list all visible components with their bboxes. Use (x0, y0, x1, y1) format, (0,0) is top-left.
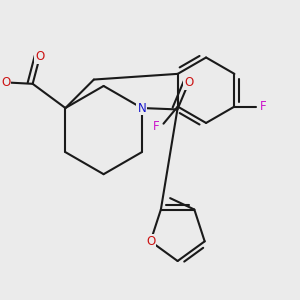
Text: F: F (260, 100, 266, 113)
Text: O: O (1, 76, 10, 89)
Text: O: O (146, 235, 155, 248)
Text: O: O (35, 50, 44, 63)
Text: F: F (153, 120, 160, 133)
Text: O: O (184, 76, 194, 89)
Text: N: N (137, 101, 146, 115)
